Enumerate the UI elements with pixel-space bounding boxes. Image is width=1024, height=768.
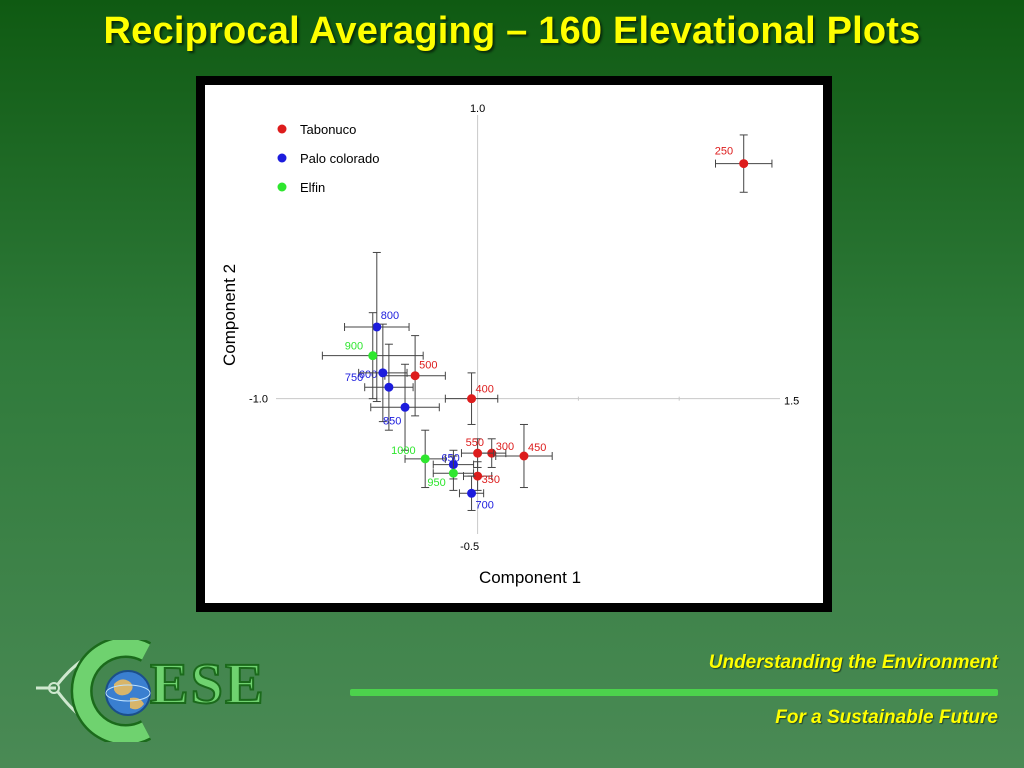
data-point-800: 800 [344,251,410,403]
legend-marker [277,153,287,163]
point-marker [448,468,458,478]
point-marker [384,382,394,392]
legend-marker [277,124,287,134]
point-label: 500 [419,360,437,372]
footer-divider [350,689,998,696]
point-marker [467,488,477,498]
y-min-label: -0.5 [460,541,479,553]
point-marker [473,471,483,481]
x-min-label: -1.0 [249,394,268,406]
point-marker [519,451,529,461]
letter-c-icon [70,640,152,742]
point-label: 250 [715,146,733,158]
cese-logo: C [18,640,152,742]
point-marker [372,322,382,332]
x-axis-title: Component 1 [479,568,581,587]
point-marker [378,368,388,378]
point-label: 850 [383,415,401,427]
data-point-400: 400 [444,372,499,425]
logo-text: ESE [149,650,266,717]
scatter-chart: -1.0 1.5 1.0 -0.5 Component 1 Component 2 Tab… [220,103,799,587]
data-point-900: 900 [321,312,424,400]
point-label: 350 [482,474,500,486]
point-label: 900 [345,341,363,353]
point-label: 300 [496,441,514,453]
logo-letter: C [18,640,19,641]
data-point-550: 550 [460,437,495,468]
slide-title: Reciprocal Averaging – 160 Elevational P… [103,10,921,52]
data-points: 2503003504004505005506006507007508008509… [321,134,773,511]
point-label: 950 [427,477,445,489]
chart-panel: -1.0 1.5 1.0 -0.5 Component 1 Component 2 Tab… [205,85,823,603]
point-label: 400 [476,384,494,396]
tagline-understanding: Understanding the Environment [708,652,998,673]
point-label: 550 [466,437,484,449]
point-marker [400,402,410,412]
point-label: 700 [476,499,494,511]
point-label: 800 [381,310,399,322]
tagline-sustainable: For a Sustainable Future [775,707,998,728]
data-point-700: 700 [458,475,494,511]
point-marker [410,371,420,381]
data-point-450: 450 [495,423,553,489]
data-point-500: 500 [384,335,446,417]
point-label: 750 [345,372,363,384]
point-label: 1000 [391,445,415,457]
data-point-250: 250 [715,134,773,193]
y-axis-title: Component 2 [220,264,239,366]
legend: Tabonuco Palo colorado Elfin [277,122,380,195]
legend-label: Palo colorado [300,151,380,166]
legend-label: Tabonuco [300,122,356,137]
point-marker [473,448,483,458]
data-point-1000: 1000 [391,429,446,489]
data-point-950: 950 [427,455,475,491]
point-marker [739,159,749,169]
x-max-label: 1.5 [784,396,799,408]
point-label: 450 [528,442,546,454]
point-marker [467,394,477,404]
axes: -1.0 1.5 1.0 -0.5 Component 1 Component 2 [220,103,799,587]
point-marker [420,454,430,464]
globe-icon [105,670,151,716]
y-max-label: 1.0 [470,103,485,115]
legend-label: Elfin [300,180,325,195]
legend-marker [277,182,287,192]
data-point-850: 850 [370,363,440,451]
data-point-750: 750 [345,323,408,423]
point-marker [368,351,378,361]
